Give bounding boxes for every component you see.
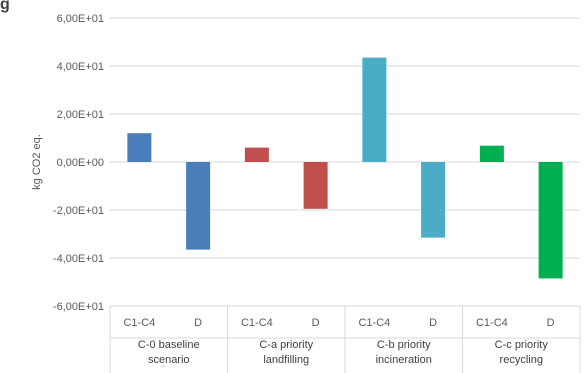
gridlines [110,17,580,307]
x-group-label: C-0 baseline [138,339,200,351]
x-group-label: C-b priority [377,339,431,351]
y-tick-label: 6,00E+01 [57,13,104,25]
bar [362,57,387,162]
y-tick-label: -6,00E+01 [53,301,104,313]
x-group-label: C-a priority [259,339,313,351]
x-group-label: landfilling [263,354,309,366]
x-group-label: C-c priority [495,339,549,351]
x-group-label: incineration [376,354,432,366]
x-group-label: recycling [500,354,543,366]
bar [303,162,328,209]
y-tick-label: -4,00E+01 [53,253,104,265]
bars [127,57,563,279]
x-axis: C1-C4 D C-0 baseline scenario C1-C4 D C-a prio… [109,305,581,373]
bar [421,162,446,238]
partial-title-glyph: g [0,0,10,13]
y-tick-label: 4,00E+01 [57,61,104,73]
bar [244,147,269,162]
x-category-label: C1-C4 [476,317,508,329]
x-category-label: D [312,317,320,329]
bar [479,145,504,162]
y-tick-label: 2,00E+01 [57,109,104,121]
x-category-label: D [429,317,437,329]
x-category-label: C1-C4 [123,317,155,329]
y-tick-label: -2,00E+01 [53,205,104,217]
bar [538,162,563,279]
y-tick-labels: -6,00E+01 -4,00E+01 -2,00E+01 0,00E+00 2,00E… [53,13,104,313]
x-category-label: D [194,317,202,329]
x-category-label: D [547,317,555,329]
x-category-label: C1-C4 [241,317,273,329]
bar [186,162,211,250]
y-axis-title: kg CO2 eq. [31,134,43,190]
x-group-label: scenario [148,354,190,366]
x-category-label: C1-C4 [358,317,390,329]
bar [127,133,152,162]
y-tick-label: 0,00E+00 [57,157,104,169]
